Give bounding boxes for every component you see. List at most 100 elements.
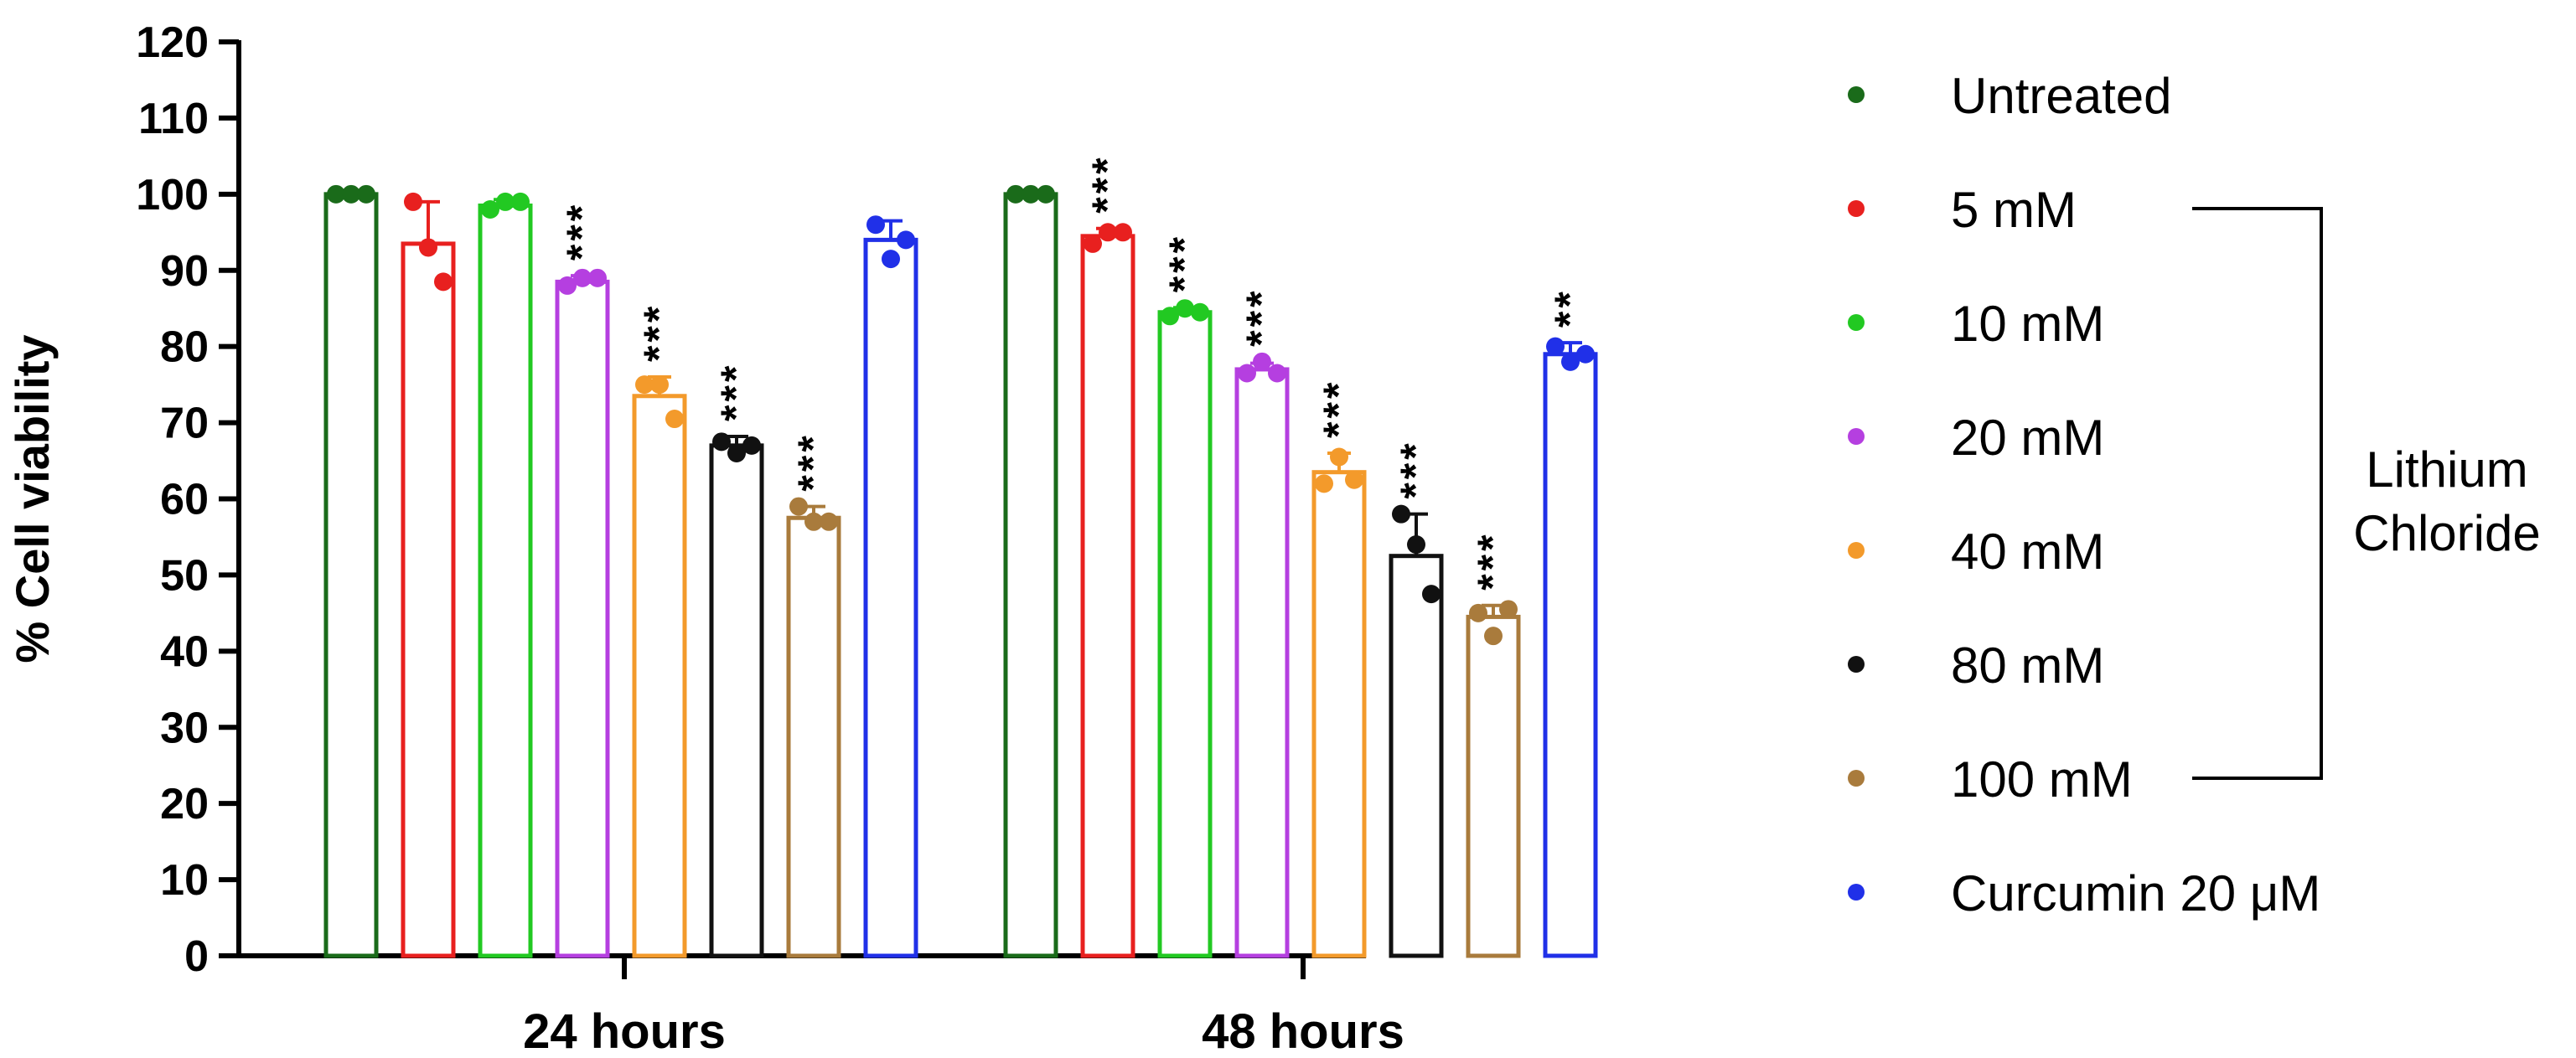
data-point bbox=[882, 250, 900, 269]
y-axis-label: % Cell viability bbox=[6, 334, 59, 663]
x-tick-label: 24 hours bbox=[523, 1004, 726, 1058]
data-point bbox=[1268, 364, 1286, 383]
legend-label: 10 mM bbox=[1951, 296, 2104, 352]
data-point bbox=[1253, 352, 1271, 371]
y-tick-label: 80 bbox=[160, 323, 209, 372]
data-point bbox=[419, 238, 437, 257]
legend-label: 40 mM bbox=[1951, 524, 2104, 580]
bar bbox=[1157, 310, 1213, 958]
bar bbox=[1003, 192, 1058, 958]
data-point bbox=[1022, 184, 1040, 204]
data-point bbox=[1161, 307, 1179, 326]
significance-label: *** bbox=[1084, 154, 1130, 213]
data-point bbox=[1499, 600, 1518, 619]
data-point bbox=[481, 200, 499, 219]
y-tick-label: 50 bbox=[160, 551, 209, 600]
significance-label: *** bbox=[1161, 234, 1208, 292]
data-point bbox=[1330, 447, 1348, 467]
bar bbox=[863, 237, 918, 958]
data-point bbox=[1422, 585, 1441, 604]
data-point bbox=[1315, 474, 1333, 493]
bar bbox=[1466, 614, 1521, 958]
bar bbox=[1234, 367, 1290, 958]
data-point bbox=[1576, 344, 1595, 364]
legend-label: 5 mM bbox=[1951, 182, 2077, 238]
data-point bbox=[573, 268, 592, 287]
legend-marker bbox=[1848, 770, 1865, 787]
legend-marker bbox=[1848, 428, 1865, 445]
data-point bbox=[820, 512, 838, 531]
legend-label: 80 mM bbox=[1951, 637, 2104, 694]
significance-label: *** bbox=[1315, 379, 1362, 438]
data-point bbox=[866, 215, 885, 235]
legend-marker bbox=[1848, 542, 1865, 559]
y-tick-label: 60 bbox=[160, 476, 209, 524]
y-tick-label: 10 bbox=[160, 856, 209, 905]
data-point bbox=[789, 497, 808, 516]
significance-label: *** bbox=[558, 202, 605, 261]
data-point bbox=[434, 272, 453, 292]
bar bbox=[478, 203, 533, 958]
legend-marker bbox=[1848, 656, 1865, 673]
bar bbox=[1311, 470, 1367, 958]
bracket-label-line1: Lithium bbox=[2366, 441, 2527, 498]
legend-marker bbox=[1848, 200, 1865, 217]
data-point bbox=[1345, 470, 1363, 489]
y-tick-label: 70 bbox=[160, 400, 209, 448]
y-tick-label: 20 bbox=[160, 780, 209, 828]
bar bbox=[401, 241, 456, 958]
significance-label: ** bbox=[1546, 288, 1593, 328]
bar bbox=[323, 192, 379, 958]
data-point bbox=[804, 512, 823, 531]
data-point bbox=[665, 410, 684, 429]
bar bbox=[1080, 234, 1135, 958]
data-point bbox=[1006, 184, 1025, 204]
data-point bbox=[496, 192, 515, 211]
legend-label: 20 mM bbox=[1951, 410, 2104, 466]
data-point bbox=[1084, 234, 1102, 253]
x-tick-label: 48 hours bbox=[1202, 1004, 1404, 1058]
legend-marker bbox=[1848, 314, 1865, 331]
data-point bbox=[727, 443, 746, 462]
data-point bbox=[742, 436, 761, 455]
y-tick-label: 40 bbox=[160, 627, 209, 676]
y-tick-label: 100 bbox=[136, 171, 209, 219]
data-point bbox=[1114, 223, 1132, 242]
y-tick-label: 110 bbox=[138, 95, 209, 143]
legend-label: Curcumin 20 μM bbox=[1951, 865, 2320, 921]
data-point bbox=[558, 276, 577, 295]
data-point bbox=[342, 184, 360, 204]
significance-label: *** bbox=[1392, 440, 1439, 498]
data-point bbox=[588, 268, 607, 287]
data-point bbox=[1546, 337, 1565, 356]
bar bbox=[1543, 352, 1598, 958]
data-point bbox=[1484, 627, 1503, 646]
significance-label: *** bbox=[789, 432, 836, 491]
data-point bbox=[511, 192, 530, 211]
y-tick-label: 30 bbox=[160, 704, 209, 752]
bar bbox=[632, 394, 687, 958]
data-point bbox=[327, 184, 345, 204]
y-tick-label: 120 bbox=[136, 18, 209, 67]
bar bbox=[555, 279, 610, 958]
data-point bbox=[650, 375, 669, 395]
data-point bbox=[1191, 302, 1209, 322]
data-point bbox=[1037, 184, 1055, 204]
significance-label: *** bbox=[1238, 287, 1285, 346]
data-point bbox=[1099, 223, 1117, 242]
data-point bbox=[1407, 535, 1425, 555]
significance-label: *** bbox=[712, 363, 759, 421]
data-point bbox=[635, 375, 654, 395]
legend-label: 100 mM bbox=[1951, 751, 2133, 808]
data-point bbox=[1561, 352, 1580, 371]
data-point bbox=[1392, 504, 1410, 524]
y-tick-label: 90 bbox=[160, 247, 209, 296]
data-point bbox=[404, 192, 422, 211]
data-point bbox=[1176, 299, 1194, 318]
bar bbox=[1389, 554, 1444, 958]
legend-label: Untreated bbox=[1951, 68, 2172, 124]
bar bbox=[709, 443, 764, 958]
bracket-label-line2: Chloride bbox=[2353, 505, 2540, 561]
data-point bbox=[1238, 364, 1256, 383]
